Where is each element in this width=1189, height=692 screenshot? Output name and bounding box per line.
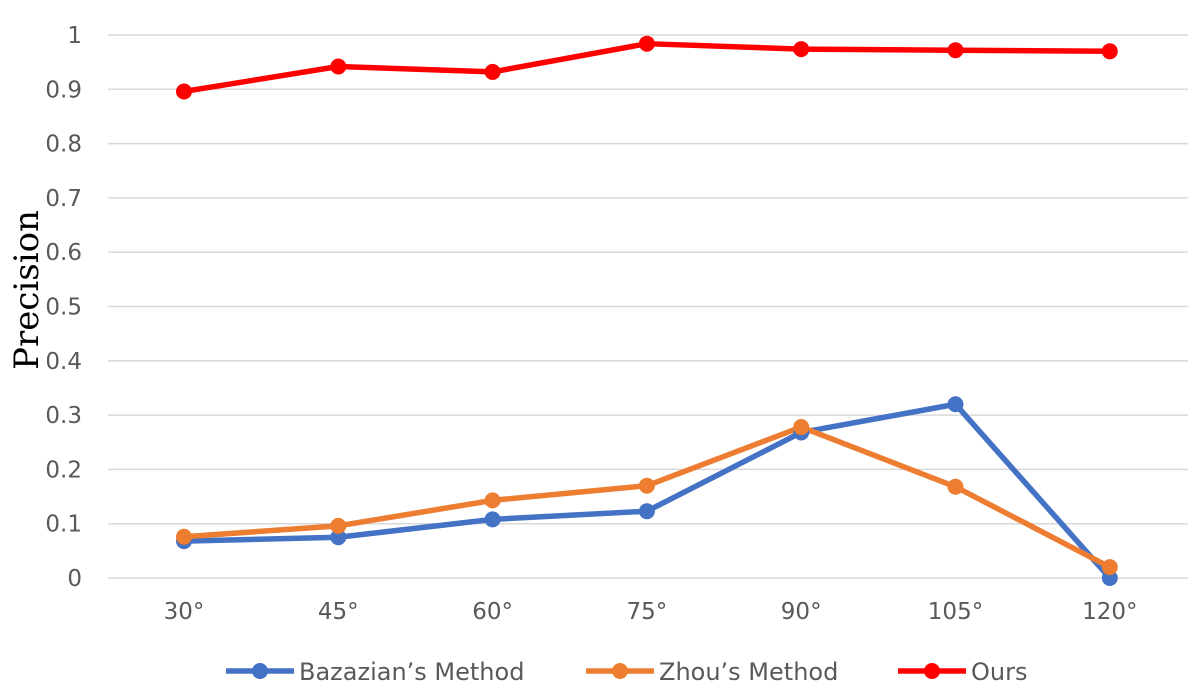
- data-point: [330, 517, 347, 534]
- y-tick-label: 0.6: [45, 240, 82, 266]
- legend-label: Ours: [971, 658, 1027, 686]
- y-tick-label: 0: [67, 566, 82, 592]
- series-points: [176, 35, 1118, 586]
- gridlines: [108, 34, 1188, 579]
- x-tick-label: 75°: [627, 599, 668, 625]
- data-point: [1101, 43, 1118, 60]
- data-point: [176, 83, 192, 100]
- data-point: [176, 528, 192, 545]
- series-lines: [181, 40, 1113, 581]
- data-point: [484, 511, 501, 528]
- y-tick-label: 0.9: [45, 77, 82, 103]
- x-axis-tick-labels: 30° 45° 60° 75° 90° 105° 120°: [164, 599, 1138, 625]
- legend: Bazazian’s Method Zhou’s Method Ours: [226, 658, 1027, 686]
- x-tick-label: 90°: [781, 599, 822, 625]
- data-point: [638, 35, 655, 52]
- data-point: [638, 477, 655, 494]
- y-tick-label: 0.1: [45, 512, 82, 538]
- data-point: [484, 492, 501, 509]
- y-tick-label: 0.4: [45, 349, 82, 375]
- legend-swatch-marker: [612, 663, 628, 679]
- legend-label: Zhou’s Method: [659, 658, 838, 686]
- x-tick-label: 45°: [318, 599, 359, 625]
- x-tick-label: 30°: [164, 599, 205, 625]
- y-tick-label: 0.8: [45, 132, 82, 158]
- legend-label: Bazazian’s Method: [299, 658, 524, 686]
- data-point: [793, 41, 810, 58]
- y-axis-title: Precision: [7, 210, 47, 370]
- data-point: [330, 58, 347, 75]
- data-point: [947, 478, 964, 495]
- data-point: [1101, 559, 1118, 576]
- legend-swatch-marker: [924, 663, 940, 679]
- y-axis-tick-labels: 0 0.1 0.2 0.3 0.4 0.5 0.6 0.7 0.8 0.9 1: [45, 23, 82, 592]
- legend-swatch-marker: [252, 663, 268, 679]
- data-point: [638, 503, 655, 520]
- x-tick-label: 120°: [1082, 599, 1137, 625]
- data-point: [484, 63, 501, 80]
- y-tick-label: 0.3: [45, 403, 82, 429]
- data-point: [330, 529, 347, 546]
- y-tick-label: 1: [67, 23, 82, 49]
- data-point: [947, 396, 964, 413]
- x-tick-label: 60°: [472, 599, 513, 625]
- series-line-1: [181, 424, 1113, 570]
- data-point: [793, 419, 810, 436]
- y-tick-label: 0.2: [45, 457, 82, 483]
- x-tick-label: 105°: [928, 599, 983, 625]
- y-tick-label: 0.7: [45, 186, 82, 212]
- data-point: [947, 42, 964, 59]
- y-tick-label: 0.5: [45, 295, 82, 321]
